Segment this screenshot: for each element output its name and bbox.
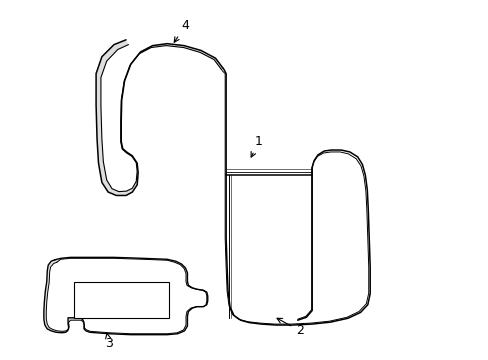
Bar <box>74 282 168 318</box>
Text: 4: 4 <box>174 19 189 42</box>
Polygon shape <box>96 40 223 195</box>
Polygon shape <box>44 257 207 335</box>
Text: 1: 1 <box>251 135 263 157</box>
Text: 3: 3 <box>105 333 113 350</box>
Text: 2: 2 <box>277 318 304 337</box>
